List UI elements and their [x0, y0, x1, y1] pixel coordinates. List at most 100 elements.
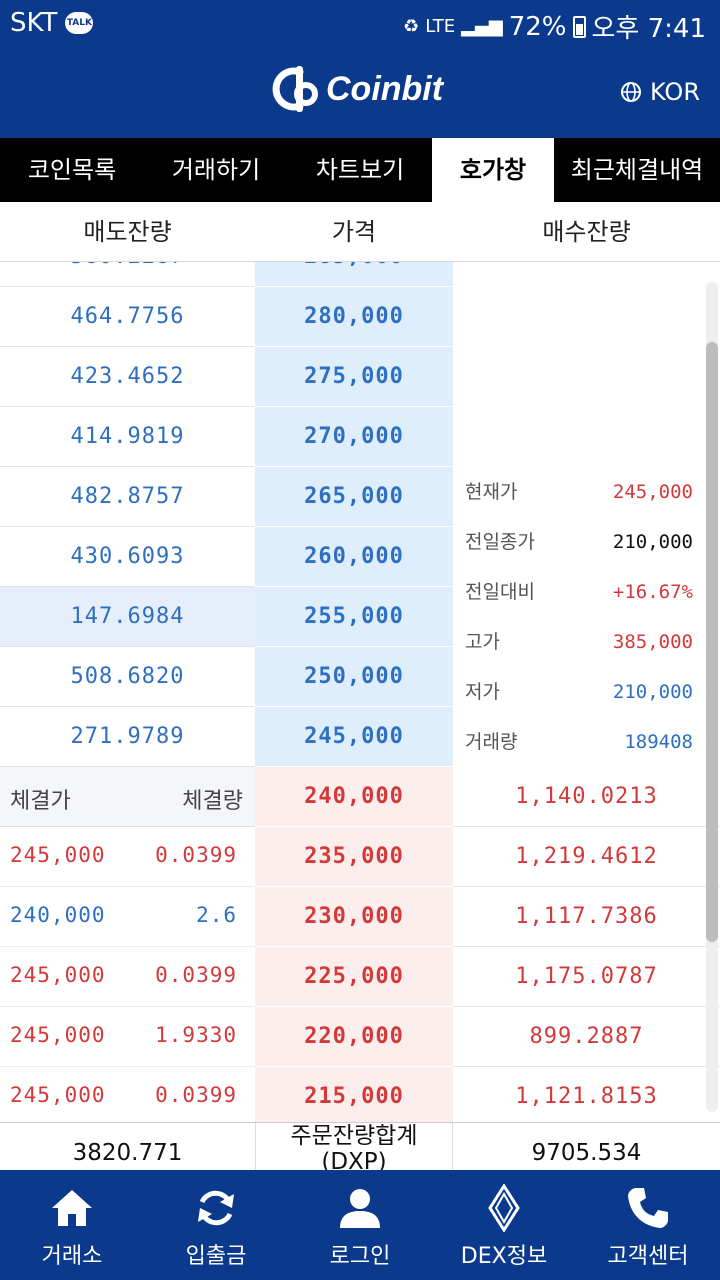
ask-qty: 414.9819 [0, 407, 255, 467]
ask-price: 280,000 [255, 287, 453, 347]
ask-price: 285,000 [255, 262, 453, 287]
brand-name: Coinbit [326, 69, 444, 108]
ask-row-highlighted[interactable]: 147.6984 255,000 [0, 587, 720, 647]
status-bar: SKT TALK ♻ LTE ▂▄▆ 72% 오후 7:41 [0, 0, 720, 48]
tab-trade[interactable]: 거래하기 [171, 156, 261, 184]
nav-label: DEX정보 [460, 1244, 548, 1269]
trade-row: 245,000 1.9330 [0, 1007, 255, 1067]
info-value: 245,000 [612, 481, 693, 503]
app-header: Coinbit KOR [0, 48, 720, 138]
ask-qty: 430.6093 [0, 527, 255, 587]
price-header: 가격 [331, 218, 377, 246]
bid-qty: 1,140.0213 [453, 767, 720, 827]
user-icon [340, 1189, 380, 1228]
ask-qty: 147.6984 [0, 587, 255, 647]
ask-qty-header: 매도잔량 [83, 218, 172, 246]
bid-row[interactable]: 230,000 1,117.7386 [0, 887, 720, 947]
ask-row[interactable]: 423.4652 275,000 [0, 347, 720, 407]
recycle-icon: ♻ [403, 16, 420, 37]
ask-price: 250,000 [255, 647, 453, 707]
ask-total: 3820.771 [72, 1140, 183, 1166]
trade-price: 245,000 [10, 1023, 106, 1047]
signal-icon: ▂▄▆ [461, 16, 503, 37]
ask-qty: 482.8757 [0, 467, 255, 527]
nav-label: 입출금 [185, 1244, 247, 1269]
nav-deposit-withdraw[interactable]: 입출금 [144, 1170, 288, 1280]
ask-row[interactable]: 414.9819 270,000 [0, 407, 720, 467]
trade-row: 240,000 2.6 [0, 887, 255, 947]
language-label: KOR [650, 78, 700, 106]
nav-label: 로그인 [329, 1244, 391, 1269]
trade-price: 245,000 [10, 843, 106, 867]
ask-row[interactable]: 464.7756 280,000 [0, 287, 720, 347]
info-label: 저가 [465, 681, 500, 703]
info-label: 전일대비 [465, 581, 535, 603]
info-row: 저가 210,000 [453, 667, 703, 717]
tab-recent-trades[interactable]: 최근체결내역 [570, 156, 704, 184]
info-label: 고가 [465, 631, 500, 653]
carrier-label: SKT [10, 8, 58, 38]
info-row: 거래량 189408 [453, 717, 703, 767]
info-label: 현재가 [465, 481, 518, 503]
coinbit-logo[interactable]: Coinbit [270, 62, 443, 116]
trade-qty: 0.0399 [155, 963, 237, 987]
info-value: 210,000 [612, 681, 693, 703]
trade-row: 245,000 0.0399 [0, 947, 255, 1007]
ask-row[interactable]: 430.6093 260,000 [0, 527, 720, 587]
bid-row[interactable]: 225,000 1,175.0787 [0, 947, 720, 1007]
bottom-nav: 거래소 입출금 로그인 DEX정보 고객센터 [0, 1170, 720, 1280]
nav-dex-info[interactable]: DEX정보 [432, 1170, 576, 1280]
refresh-icon [198, 1190, 234, 1226]
trade-price-header: 체결가 [10, 789, 71, 814]
bid-row[interactable]: 215,000 1,121.8153 [0, 1067, 720, 1122]
nav-exchange[interactable]: 거래소 [0, 1170, 144, 1280]
diamond-icon [488, 1184, 520, 1232]
ask-price: 265,000 [255, 467, 453, 527]
info-value: 210,000 [612, 531, 693, 553]
tab-bar: 코인목록 거래하기 차트보기 호가창 최근체결내역 [0, 138, 720, 202]
bid-row[interactable]: 240,000 1,140.0213 [0, 767, 720, 827]
scrollbar[interactable] [706, 282, 718, 1112]
bid-price: 240,000 [255, 767, 453, 827]
coinbit-logo-icon [272, 66, 318, 112]
ask-qty: 508.6820 [0, 647, 255, 707]
info-value: 189408 [624, 731, 693, 753]
trades-header: 체결가 체결량 [0, 767, 255, 827]
ask-price: 260,000 [255, 527, 453, 587]
ask-price: 255,000 [255, 587, 453, 647]
ask-qty: 580.2287 [0, 262, 255, 287]
battery-percent: 72% [508, 11, 567, 42]
ask-price: 245,000 [255, 707, 453, 767]
bid-price: 220,000 [255, 1007, 453, 1067]
kakaotalk-icon: TALK [65, 12, 94, 34]
tab-chart[interactable]: 차트보기 [315, 156, 405, 184]
ask-qty: 271.9789 [0, 707, 255, 767]
ask-row[interactable]: 508.6820 250,000 [0, 647, 720, 707]
trade-price: 245,000 [10, 1083, 106, 1107]
info-label: 전일종가 [465, 531, 535, 553]
bid-price: 215,000 [255, 1067, 453, 1122]
bid-qty-header: 매수잔량 [542, 218, 631, 246]
bid-row[interactable]: 235,000 1,219.4612 [0, 827, 720, 887]
globe-icon [621, 82, 641, 102]
trade-price: 240,000 [10, 903, 106, 927]
bid-qty: 1,175.0787 [453, 947, 720, 1007]
ask-row[interactable]: 482.8757 265,000 [0, 467, 720, 527]
nav-customer-center[interactable]: 고객센터 [576, 1170, 720, 1280]
ask-row[interactable]: 271.9789 245,000 [0, 707, 720, 767]
trade-row: 245,000 0.0399 [0, 827, 255, 887]
tab-coin-list[interactable]: 코인목록 [27, 156, 117, 184]
scrollbar-thumb[interactable] [706, 342, 718, 942]
tab-orderbook[interactable]: 호가창 [432, 138, 554, 202]
bid-qty: 899.2887 [453, 1007, 720, 1067]
nav-login[interactable]: 로그인 [288, 1170, 432, 1280]
language-selector[interactable]: KOR [620, 78, 700, 106]
trade-qty-header: 체결량 [182, 789, 243, 814]
orderbook[interactable]: 580.2287 285,000 464.7756 280,000 423.46… [0, 262, 720, 1122]
ask-row[interactable]: 580.2287 285,000 [0, 262, 720, 287]
ask-price: 275,000 [255, 347, 453, 407]
info-value: 385,000 [612, 631, 693, 653]
nav-label: 거래소 [41, 1244, 103, 1269]
ask-qty: 464.7756 [0, 287, 255, 347]
bid-row[interactable]: 220,000 899.2887 [0, 1007, 720, 1067]
